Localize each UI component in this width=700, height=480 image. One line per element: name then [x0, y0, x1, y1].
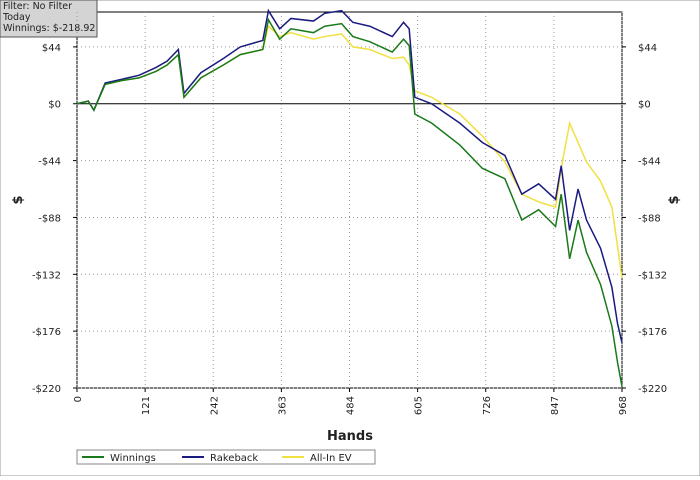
x-tick-label: 726	[482, 396, 493, 415]
x-tick-label: 847	[550, 396, 561, 415]
y-tick-label: -$88	[638, 213, 661, 224]
x-axis-label: Hands	[327, 429, 373, 444]
y-tick-label: $0	[638, 100, 651, 111]
y-tick-label: -$176	[638, 327, 667, 338]
y-tick-label: -$88	[38, 213, 61, 224]
legend	[76, 449, 376, 465]
legend-label: Rakeback	[210, 453, 258, 464]
info-line: Winnings: $-218.92	[3, 23, 95, 34]
y-axis-label: $	[667, 195, 682, 204]
y-tick-label: $44	[42, 43, 61, 54]
x-tick-label: 0	[73, 396, 84, 402]
info-line: Today	[2, 12, 31, 23]
y-axis-label: $	[11, 195, 26, 204]
y-tick-label: -$44	[38, 157, 61, 168]
info-line: Filter: No Filter	[3, 1, 72, 12]
x-tick-label: 242	[209, 396, 220, 415]
y-tick-label: -$176	[32, 327, 61, 338]
x-tick-label: 968	[618, 396, 629, 415]
y-tick-label: $0	[48, 100, 61, 111]
y-tick-label: -$220	[32, 384, 61, 395]
x-tick-label: 363	[277, 396, 288, 415]
info-box	[0, 0, 98, 38]
series-line	[76, 8, 623, 343]
x-tick-label: 605	[414, 396, 425, 415]
series-line	[76, 17, 623, 387]
y-tick-label: -$132	[32, 270, 61, 281]
x-tick-label: 121	[141, 396, 152, 415]
y-tick-label: -$44	[638, 157, 661, 168]
x-tick-label: 484	[346, 396, 357, 415]
y-tick-label: -$132	[638, 270, 667, 281]
y-tick-label: -$220	[638, 384, 667, 395]
legend-label: All-In EV	[310, 453, 352, 464]
legend-label: Winnings	[110, 453, 156, 464]
y-tick-label: $44	[638, 43, 657, 54]
